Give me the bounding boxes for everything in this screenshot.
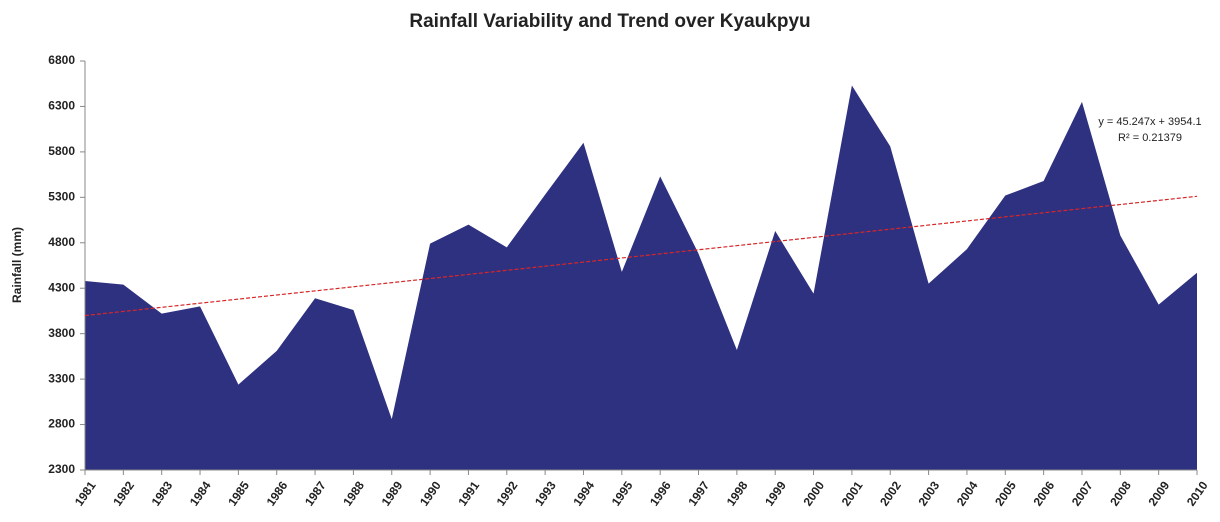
x-tick-label: 1983 (149, 478, 176, 508)
x-tick-label: 1987 (302, 478, 329, 508)
x-tick-label: 2004 (954, 478, 981, 508)
x-tick-label: 2000 (800, 478, 827, 508)
y-tick-label: 4800 (48, 235, 75, 249)
x-tick-label: 2008 (1107, 478, 1134, 508)
trend-r-squared: R² = 0.21379 (1118, 132, 1182, 144)
trend-line (84, 195, 1198, 317)
x-tick-label: 2010 (1184, 478, 1211, 508)
y-tick-label: 5300 (48, 190, 75, 204)
x-tick-label: 1995 (609, 478, 636, 508)
x-tick-label: 1984 (187, 478, 214, 508)
trend-equation: y = 45.247x + 3954.1 (1098, 116, 1201, 128)
chart-title: Rainfall Variability and Trend over Kyau… (409, 11, 810, 32)
x-tick-label: 1993 (532, 478, 559, 508)
x-tick-label: 1981 (72, 478, 99, 508)
x-tick-label: 2005 (992, 478, 1019, 508)
x-tick-label: 1990 (417, 478, 444, 508)
x-tick-label: 1982 (110, 478, 137, 508)
area (85, 85, 1197, 470)
x-tick-label: 1988 (340, 478, 367, 508)
y-tick-label: 6800 (48, 53, 75, 67)
x-tick-label: 1985 (225, 478, 252, 508)
x-tick-label: 2001 (839, 478, 866, 508)
y-tick-label: 3800 (48, 326, 75, 340)
x-tick-label: 2006 (1030, 478, 1057, 508)
x-tick-label: 1999 (762, 478, 789, 508)
x-tick-label: 1996 (647, 478, 674, 508)
y-tick-label: 5800 (48, 144, 75, 158)
x-tick-label: 1992 (494, 478, 521, 508)
x-tick-label: 1997 (685, 478, 712, 508)
x-tick-label: 2007 (1069, 478, 1096, 508)
x-tick-label: 1998 (724, 478, 751, 508)
x-tick-label: 2009 (1146, 478, 1173, 508)
y-axis-label: Rainfall (mm) (10, 227, 24, 303)
y-tick-label: 4300 (48, 280, 75, 294)
x-tick-label: 1994 (570, 478, 597, 508)
y-tick-label: 2800 (48, 417, 75, 431)
x-tick-label: 1986 (264, 478, 291, 508)
x-tick-label: 1989 (379, 478, 406, 508)
x-tick-label: 2002 (877, 478, 904, 508)
x-tick-label: 1991 (455, 478, 482, 508)
y-tick-label: 6300 (48, 99, 75, 113)
y-tick-label: 3300 (48, 371, 75, 385)
y-tick-label: 2300 (48, 462, 75, 476)
x-tick-label: 2003 (915, 478, 942, 508)
